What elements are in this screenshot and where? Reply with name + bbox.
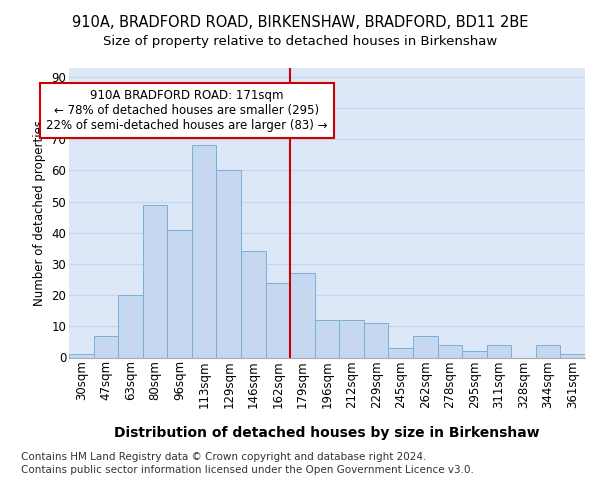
Bar	[413, 336, 437, 357]
Bar	[487, 345, 511, 358]
Text: Distribution of detached houses by size in Birkenshaw: Distribution of detached houses by size …	[113, 426, 539, 440]
Bar	[462, 352, 487, 358]
Bar	[560, 354, 585, 358]
Bar	[536, 345, 560, 358]
Text: Contains public sector information licensed under the Open Government Licence v3: Contains public sector information licen…	[21, 465, 474, 475]
Text: Contains HM Land Registry data © Crown copyright and database right 2024.: Contains HM Land Registry data © Crown c…	[21, 452, 427, 462]
Text: Size of property relative to detached houses in Birkenshaw: Size of property relative to detached ho…	[103, 35, 497, 48]
Y-axis label: Number of detached properties: Number of detached properties	[33, 120, 46, 306]
Bar	[339, 320, 364, 358]
Bar	[143, 204, 167, 358]
Text: 910A, BRADFORD ROAD, BIRKENSHAW, BRADFORD, BD11 2BE: 910A, BRADFORD ROAD, BIRKENSHAW, BRADFOR…	[72, 15, 528, 30]
Bar	[315, 320, 339, 358]
Bar	[241, 252, 266, 358]
Text: 910A BRADFORD ROAD: 171sqm
← 78% of detached houses are smaller (295)
22% of sem: 910A BRADFORD ROAD: 171sqm ← 78% of deta…	[46, 90, 328, 132]
Bar	[388, 348, 413, 358]
Bar	[118, 295, 143, 358]
Bar	[69, 354, 94, 358]
Bar	[266, 282, 290, 358]
Bar	[437, 345, 462, 358]
Bar	[364, 323, 388, 358]
Bar	[217, 170, 241, 358]
Bar	[290, 274, 315, 357]
Bar	[192, 146, 217, 358]
Bar	[167, 230, 192, 358]
Bar	[94, 336, 118, 357]
